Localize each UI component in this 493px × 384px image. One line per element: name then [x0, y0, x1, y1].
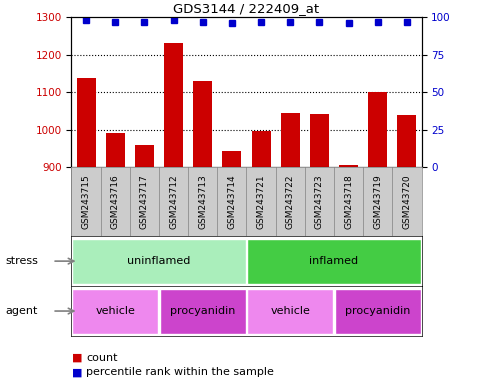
Text: GSM243718: GSM243718	[344, 174, 353, 229]
Bar	[160, 289, 246, 333]
Bar	[339, 165, 358, 167]
Text: GSM243715: GSM243715	[81, 174, 91, 229]
Bar	[251, 131, 271, 167]
Text: GSM243714: GSM243714	[227, 174, 237, 229]
Text: count: count	[86, 353, 118, 363]
Text: ■: ■	[71, 353, 82, 363]
Bar	[193, 81, 212, 167]
Bar	[135, 145, 154, 167]
Bar	[76, 78, 96, 167]
Bar	[164, 43, 183, 167]
Title: GDS3144 / 222409_at: GDS3144 / 222409_at	[174, 2, 319, 15]
Text: GSM243717: GSM243717	[140, 174, 149, 229]
Bar	[335, 289, 421, 333]
Text: vehicle: vehicle	[270, 306, 310, 316]
Bar	[247, 289, 333, 333]
Text: agent: agent	[5, 306, 37, 316]
Text: GSM243723: GSM243723	[315, 174, 324, 229]
Text: percentile rank within the sample: percentile rank within the sample	[86, 367, 274, 377]
Bar	[281, 113, 300, 167]
Bar	[222, 151, 242, 167]
Text: GSM243716: GSM243716	[111, 174, 120, 229]
Bar	[397, 115, 417, 167]
Text: procyanidin: procyanidin	[170, 306, 236, 316]
Text: GSM243720: GSM243720	[402, 174, 412, 229]
Text: stress: stress	[5, 256, 38, 266]
Bar	[106, 132, 125, 167]
Text: inflamed: inflamed	[310, 256, 358, 266]
Bar	[72, 289, 158, 333]
Text: GSM243721: GSM243721	[256, 174, 266, 229]
Text: GSM243712: GSM243712	[169, 174, 178, 229]
Text: GSM243719: GSM243719	[373, 174, 382, 229]
Text: GSM243713: GSM243713	[198, 174, 207, 229]
Bar	[72, 239, 246, 283]
Bar	[247, 239, 421, 283]
Text: ■: ■	[71, 367, 82, 377]
Text: procyanidin: procyanidin	[345, 306, 411, 316]
Bar	[310, 114, 329, 167]
Text: vehicle: vehicle	[95, 306, 135, 316]
Text: GSM243722: GSM243722	[286, 174, 295, 229]
Text: uninflamed: uninflamed	[127, 256, 191, 266]
Bar	[368, 92, 387, 167]
